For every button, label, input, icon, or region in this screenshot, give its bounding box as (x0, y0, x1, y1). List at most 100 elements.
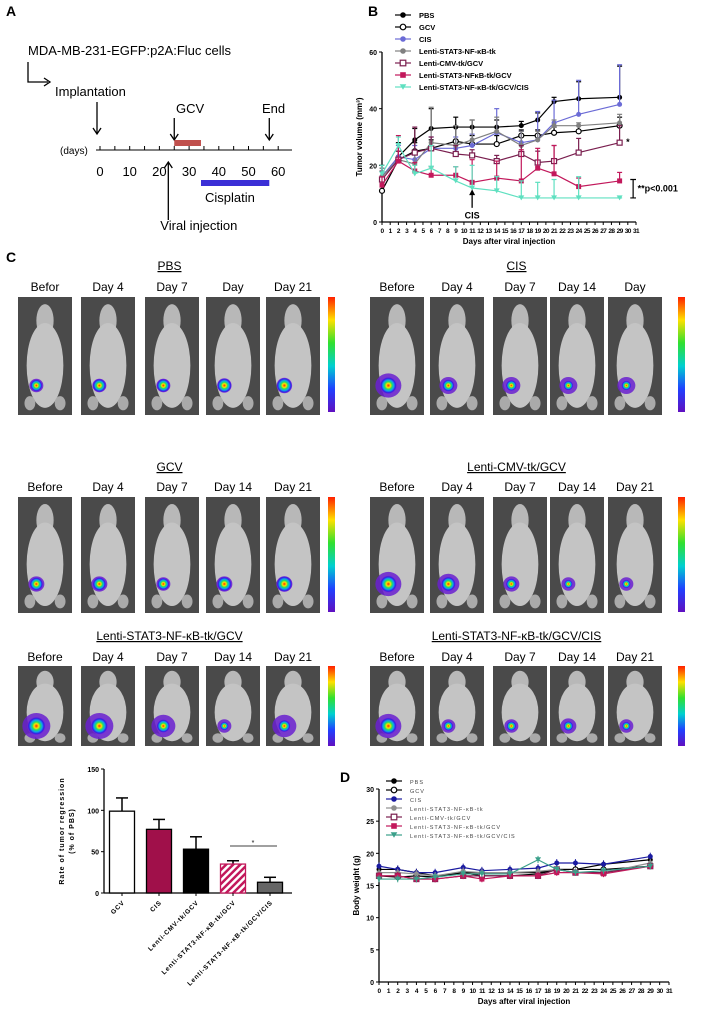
bioluminescence-signal (622, 579, 631, 589)
data-point (460, 871, 467, 877)
x-tick-label: 25 (610, 988, 617, 995)
data-point (478, 871, 485, 877)
series-line (381, 103, 620, 178)
timeline-tick-label: 0 (96, 164, 103, 179)
timeline-tick-label: 30 (182, 164, 196, 179)
legend-entry: Lenti-STAT3-NF-κB-tk (419, 47, 497, 56)
bioluminescence-signal (276, 576, 293, 592)
series-line (381, 96, 620, 178)
mouse-leg (212, 594, 224, 609)
mouse-body (501, 683, 539, 742)
data-point (391, 778, 397, 784)
x-tick-label: CIS (149, 899, 163, 913)
timeline-tick-label: 40 (212, 164, 226, 179)
mouse-image (18, 666, 72, 746)
timepoint-label: Day 4 (92, 480, 124, 494)
timepoint-label: Befor (31, 280, 60, 294)
mouse-image (145, 297, 199, 415)
mouse-leg (556, 594, 568, 609)
y-tick-label: 10 (366, 916, 374, 923)
mouse-image (18, 297, 72, 415)
bioluminescence-signal (90, 717, 108, 735)
x-tick-label: 23 (591, 988, 598, 995)
mouse-leg (117, 396, 129, 411)
timepoint-label: Day 21 (616, 650, 654, 664)
data-point (391, 823, 397, 829)
y-tick-label: 40 (369, 107, 377, 114)
mouse-leg (151, 396, 163, 411)
mouse-leg (614, 733, 626, 743)
data-point (395, 143, 402, 148)
bioluminescence-signal (92, 378, 106, 393)
bioluminescence-signal (622, 721, 631, 731)
data-point (572, 870, 579, 876)
days-unit-label: (days) (60, 146, 88, 157)
mouse-leg (556, 396, 568, 411)
mouse-image (430, 497, 484, 613)
data-point (469, 185, 476, 191)
legend-entry: Lenti-STAT3-NF-κB-tk/GCV (410, 825, 501, 831)
timepoint-label: Day 4 (441, 280, 473, 294)
x-tick-label: 27 (600, 228, 607, 235)
timepoint-label: Before (27, 480, 63, 494)
data-point (379, 171, 385, 177)
mouse-leg (212, 396, 224, 411)
data-point (411, 149, 418, 156)
data-point (506, 871, 513, 877)
mouse-body (558, 322, 596, 408)
series-line (381, 160, 620, 188)
bioluminescence-signal (220, 721, 229, 731)
cis-annotation: CIS (465, 211, 480, 221)
color-scale-bar (328, 297, 335, 412)
mouse-leg (436, 594, 448, 609)
mouse-leg (24, 594, 36, 609)
data-point (575, 195, 582, 201)
data-point (390, 813, 398, 821)
mouse-leg (436, 733, 448, 743)
mouse-leg (212, 733, 224, 743)
cisplatin-label: Cisplatin (205, 190, 255, 205)
x-tick-label: 30 (625, 228, 632, 235)
mouse-body (26, 322, 64, 408)
mouse-leg (181, 594, 193, 609)
image-group-1: CIS Before Day 4 Day 7 Day 14 Day (370, 259, 685, 415)
mouse-body (89, 522, 127, 607)
x-tick-label: 31 (666, 988, 673, 995)
mouse-image (550, 666, 604, 746)
mouse-leg (466, 594, 478, 609)
timepoint-label: Before (379, 480, 415, 494)
data-point (400, 36, 406, 42)
mouse-image (81, 497, 135, 613)
group-title: Lenti-STAT3-NF-κB-tk/GCV (96, 629, 242, 643)
mouse-body (616, 683, 654, 742)
x-tick-label: 15 (502, 228, 509, 235)
x-tick-label: 2 (396, 988, 400, 995)
timepoint-label: Day 21 (616, 480, 654, 494)
bioluminescence-signal (379, 377, 397, 394)
x-tick-label: 7 (438, 228, 442, 235)
mouse-leg (406, 733, 418, 743)
data-point (391, 796, 397, 802)
bioluminescence-signal (30, 379, 43, 392)
data-point (572, 860, 578, 866)
group-title: Lenti-STAT3-NF-κB-tk/GCV/CIS (432, 629, 602, 643)
data-point (394, 876, 401, 882)
image-group-5: Lenti-STAT3-NF-κB-tk/GCV/CIS Before Day 4 D… (370, 629, 685, 746)
data-point (518, 123, 524, 129)
end-label: End (262, 101, 285, 116)
group-title: CIS (506, 259, 526, 273)
mouse-image (18, 497, 72, 613)
color-scale-bar (328, 497, 335, 612)
mouse-leg (117, 733, 129, 743)
timepoint-label: Day 14 (558, 480, 596, 494)
y-tick-label: 5 (370, 948, 374, 955)
mouse-body (153, 522, 191, 607)
x-tick-label: 11 (479, 988, 486, 995)
data-point (379, 182, 385, 188)
mouse-body (438, 683, 476, 742)
bar (256, 881, 284, 894)
bioluminescence-signal (564, 579, 573, 589)
timepoint-label: Day 4 (441, 480, 473, 494)
data-point (432, 874, 439, 880)
mouse-body (274, 322, 312, 408)
